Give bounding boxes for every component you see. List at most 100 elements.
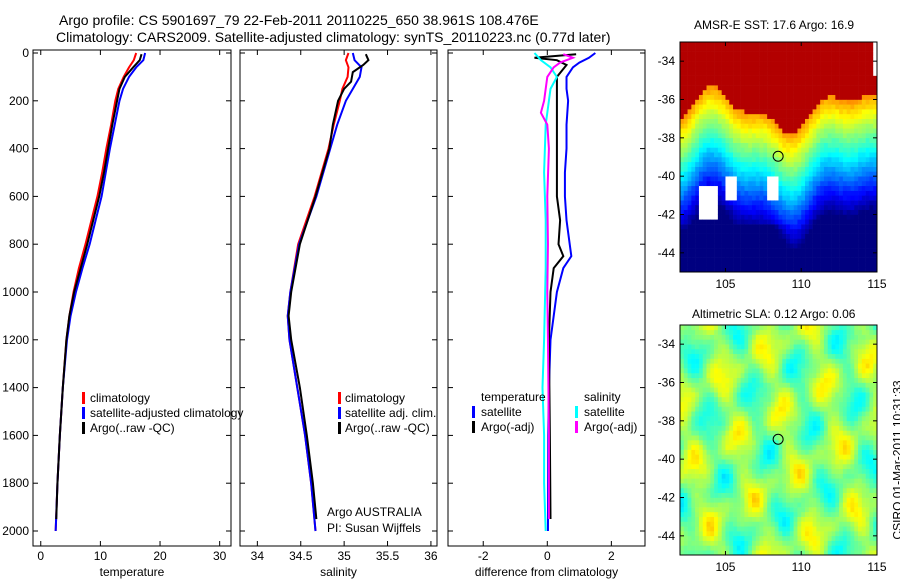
map-cell — [782, 444, 787, 450]
map-cell — [835, 353, 840, 359]
map-cell — [767, 545, 772, 551]
map-cell — [767, 243, 772, 249]
map-cell — [691, 382, 696, 388]
map-cell — [695, 252, 700, 258]
map-cell — [710, 406, 715, 412]
map-cell — [842, 113, 847, 119]
map-cell — [748, 348, 753, 355]
map-cell — [736, 459, 741, 465]
x-tick-label: -2 — [478, 549, 489, 563]
map-cell — [744, 425, 749, 431]
map-cell — [725, 454, 730, 460]
map-cell — [816, 363, 821, 369]
map-cell — [714, 248, 719, 254]
map-cell — [873, 51, 878, 57]
map-cell — [816, 238, 821, 244]
map-cell — [786, 195, 791, 201]
map-cell — [823, 416, 829, 422]
map-cell — [714, 353, 719, 359]
map-cell — [861, 128, 866, 134]
map-cell — [695, 502, 700, 508]
map-cell — [759, 195, 764, 201]
map-cell — [808, 89, 813, 96]
map-cell — [733, 118, 738, 124]
map-cell — [733, 344, 738, 350]
map-cell — [789, 329, 794, 335]
map-cell — [683, 113, 688, 119]
map-cell — [858, 392, 863, 398]
map-cell — [721, 267, 726, 273]
map-cell — [793, 243, 798, 249]
map-cell — [839, 516, 844, 522]
map-cell — [687, 444, 692, 450]
map-cell — [759, 118, 764, 124]
map-cell — [778, 180, 783, 187]
map-cell — [691, 430, 696, 436]
map-cell — [778, 478, 783, 484]
map-cell — [733, 209, 738, 215]
map-cell — [823, 80, 829, 86]
map-cell — [873, 113, 878, 119]
map-cell — [816, 382, 821, 388]
map-cell — [695, 363, 700, 369]
map-cell — [710, 142, 715, 148]
map-cell — [846, 329, 851, 335]
map-cell — [748, 166, 753, 172]
map-cell — [823, 42, 829, 48]
map-cell — [854, 128, 859, 134]
map-cell — [786, 219, 791, 225]
map-cell — [774, 118, 779, 124]
map-cell — [755, 430, 760, 436]
map-cell — [797, 540, 802, 546]
map-cell — [736, 348, 741, 355]
map-cell — [786, 176, 791, 182]
map-cell — [740, 329, 745, 335]
map-cell — [751, 61, 757, 67]
map-cell — [861, 166, 866, 172]
map-cell — [812, 233, 817, 239]
map-cell — [846, 248, 851, 254]
map-cell — [770, 262, 776, 268]
map-cell — [805, 123, 810, 129]
map-cell — [850, 516, 855, 522]
map-cell — [827, 113, 832, 119]
map-cell — [823, 147, 829, 153]
map-cell — [839, 363, 844, 369]
map-cell — [717, 430, 722, 436]
map-cell — [805, 473, 810, 479]
map-cell — [823, 511, 829, 517]
map-cell — [691, 85, 696, 91]
map-cell — [706, 540, 711, 546]
map-cell — [820, 99, 825, 105]
map-cell — [823, 200, 829, 206]
map-cell — [740, 200, 745, 206]
map-cell — [729, 233, 734, 239]
map-cell — [695, 401, 700, 407]
map-cell — [729, 329, 734, 335]
map-cell — [725, 166, 730, 172]
map-cell — [729, 228, 734, 234]
map-cell — [850, 65, 855, 72]
map-cell — [733, 468, 738, 474]
map-cell — [736, 56, 741, 62]
map-cell — [763, 430, 768, 436]
map-cell — [808, 190, 813, 196]
map-cell — [827, 334, 832, 340]
map-cell — [702, 550, 707, 556]
map-cell — [812, 46, 817, 52]
map-cell — [850, 147, 855, 153]
map-cell — [714, 128, 719, 134]
map-cell — [808, 152, 813, 158]
map-cell — [812, 396, 817, 402]
map-cell — [740, 99, 745, 105]
map-cell — [763, 344, 768, 350]
map-cell — [687, 161, 692, 167]
map-cell — [748, 377, 753, 383]
map-cell — [763, 70, 768, 76]
map-cell — [744, 516, 749, 522]
map-cell — [823, 46, 829, 52]
map-cell — [789, 161, 794, 167]
map-cell — [725, 204, 730, 211]
map-cell — [846, 113, 851, 119]
map-cell — [793, 468, 798, 474]
